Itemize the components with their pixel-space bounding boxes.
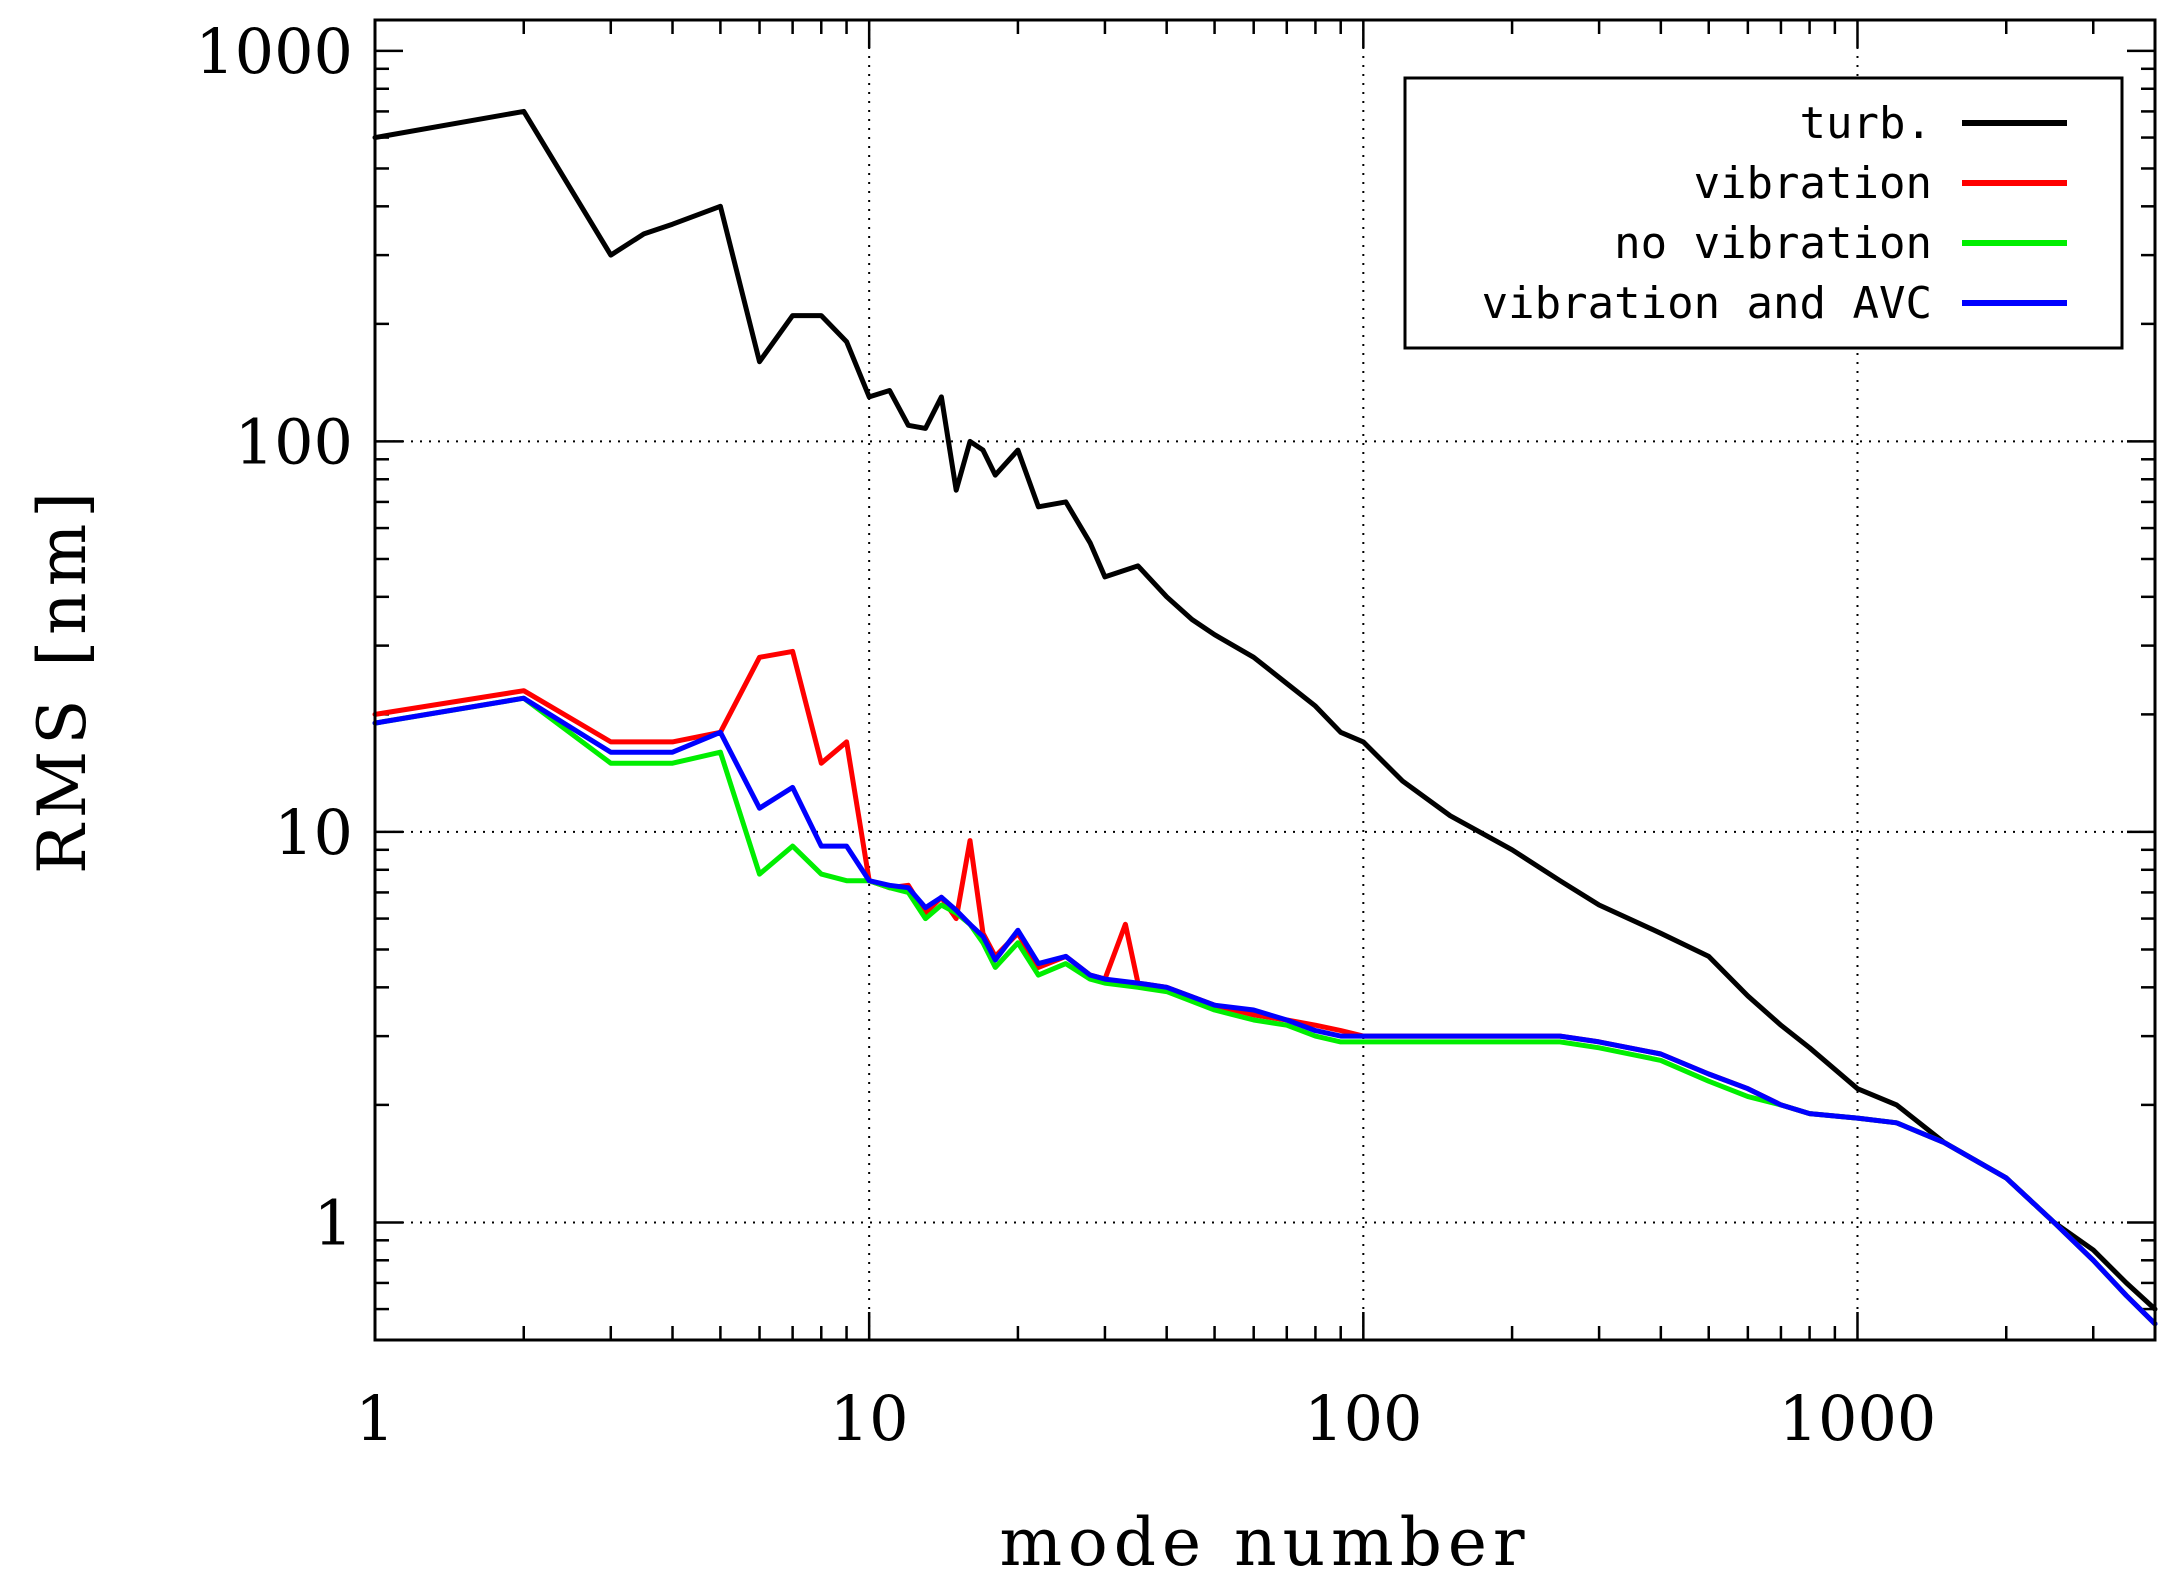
x-tick-label: 1	[355, 1382, 394, 1455]
legend-label-no-vibration: no vibration	[1614, 218, 1932, 269]
legend-label-vibration: vibration	[1694, 158, 1932, 209]
series-lines	[372, 108, 2158, 1327]
x-axis-title: mode number	[999, 1504, 1530, 1580]
y-tick-label: 1000	[195, 15, 353, 88]
x-tick-label: 1000	[1779, 1382, 1937, 1455]
series-line-vibration-and-avc	[372, 695, 2158, 1327]
y-axis-title: RMS [nm]	[24, 486, 101, 874]
legend-label-vibration-and-avc: vibration and AVC	[1482, 278, 1932, 329]
y-tick-label: 100	[235, 405, 353, 478]
series-line-turb	[372, 108, 2158, 1312]
legend-label-turb: turb.	[1800, 98, 1932, 149]
x-tick-label: 100	[1304, 1382, 1422, 1455]
plot-frame	[373, 18, 2157, 1342]
tick-labels: 1 10 100 1000 1 10 100 1000	[195, 15, 1936, 1455]
legend-items: turb. vibration no vibration vibration and …	[1482, 98, 2067, 329]
x-tick-label: 10	[830, 1382, 909, 1455]
y-tick-label: 10	[274, 796, 353, 869]
y-tick-label: 1	[314, 1186, 353, 1259]
legend: turb. vibration no vibration vibration and …	[1403, 76, 2124, 350]
axis-ticks	[373, 20, 2157, 1342]
